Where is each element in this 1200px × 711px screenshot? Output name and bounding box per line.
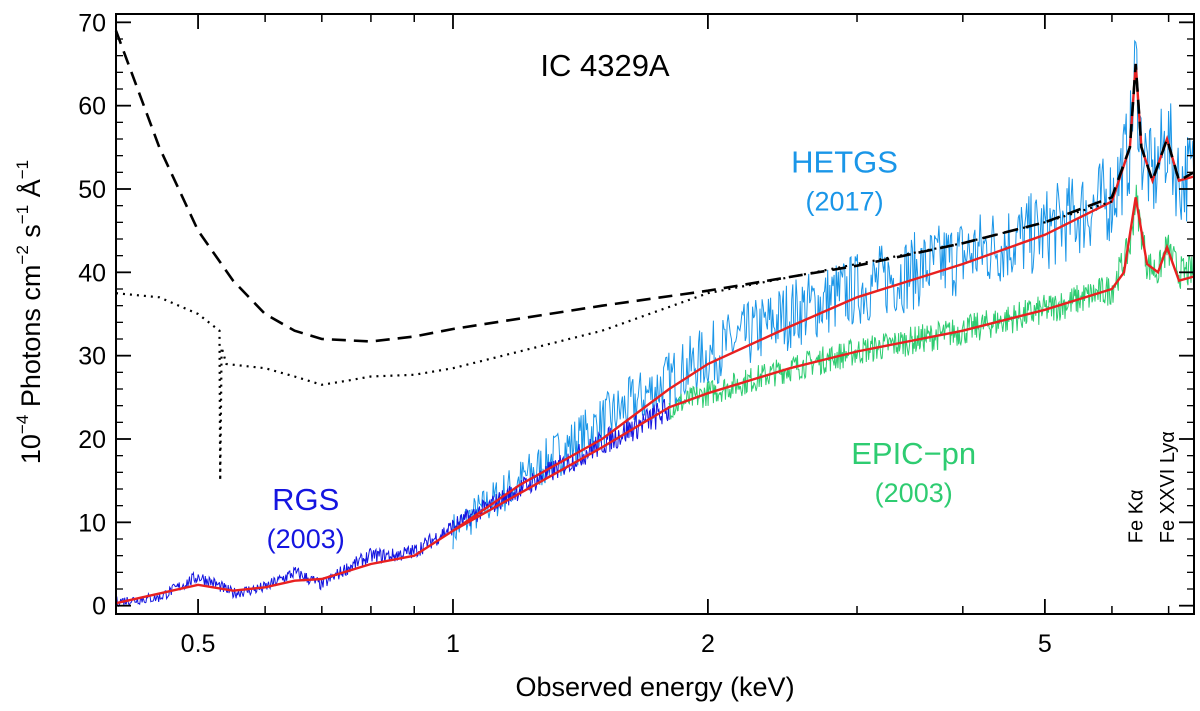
annotation-hetgs-year: (2017) (806, 186, 884, 216)
y-tick-label-1: 10 (78, 509, 106, 537)
x-axis-title: Observed energy (keV) (515, 672, 794, 702)
y-axis-title-exp2: −2 (13, 245, 32, 264)
y-axis-title-exp3: −1 (13, 205, 32, 224)
series-model (115, 63, 1195, 605)
chart-title: IC 4329A (540, 48, 670, 83)
series-layer (114, 30, 1195, 608)
y-axis-title-exp1: −4 (13, 415, 32, 434)
x-tick-label-3: 5 (1038, 630, 1052, 658)
annotation-rgs-year: (2003) (267, 524, 345, 554)
y-tick-label-0: 0 (92, 593, 106, 621)
y-tick-label-3: 30 (78, 343, 106, 371)
y-tick-label-2: 20 (78, 426, 106, 454)
y-tick-label-7: 70 (78, 9, 106, 37)
series-absorbed-continuum-dotted (115, 200, 1113, 481)
y-axis-title-s: s (16, 224, 46, 245)
y-axis-title-prefix: 10 (16, 434, 46, 464)
line-label-fe-xxvi: Fe XXVI Lyα (1157, 431, 1179, 543)
series-epic-pn-2003 (668, 184, 1195, 420)
y-axis-title: 10−4 Photons cm−2 s−1 Å−1 (13, 160, 46, 464)
annotation-hetgs: HETGS (791, 144, 898, 179)
line-label-fe-ka: Fe Kα (1126, 489, 1148, 543)
series-model-2003 (452, 197, 1195, 532)
x-tick-label-0: 0.5 (181, 630, 216, 658)
annotation-epic-year: (2003) (875, 478, 953, 508)
y-tick-label-4: 40 (78, 259, 106, 287)
label-layer: HETGS (2017) EPIC−pn (2003) RGS (2003) Fe Kα Fe… (267, 144, 1179, 554)
y-tick-label-6: 60 (78, 93, 106, 121)
y-axis-title-photons: Photons cm (16, 265, 46, 415)
x-tick-label-1: 1 (446, 630, 460, 658)
series-rgs-2003 (115, 398, 670, 608)
annotation-rgs: RGS (272, 482, 339, 517)
annotation-epic: EPIC−pn (851, 436, 976, 471)
plot-frame (115, 13, 1195, 615)
x-tick-label-2: 2 (701, 630, 715, 658)
y-axis-title-exp4: −1 (13, 160, 32, 179)
series-intrinsic-continuum-dashed (114, 30, 1195, 343)
y-tick-label-5: 50 (78, 176, 106, 204)
y-axis-title-angstrom: Å (15, 179, 46, 205)
